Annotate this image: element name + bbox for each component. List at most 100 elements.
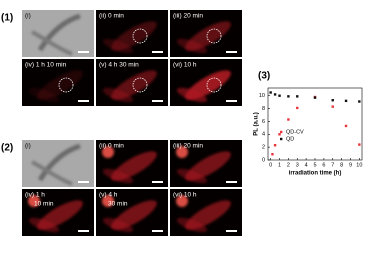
x-tick-label: 4 <box>305 162 308 168</box>
point <box>296 95 299 98</box>
scale-bar <box>78 230 89 232</box>
scale-bar <box>152 230 163 232</box>
scale-bar <box>226 100 237 102</box>
roi-circle <box>206 28 222 44</box>
cell-signal <box>102 217 134 233</box>
micrograph: (iv) 1 h 10 min <box>22 189 94 236</box>
roi-circle <box>132 28 148 44</box>
point <box>278 133 281 136</box>
point <box>278 94 281 97</box>
point <box>269 91 272 94</box>
point <box>271 153 274 156</box>
scale-bar <box>226 230 237 232</box>
x-tick-label: 8 <box>340 162 343 168</box>
cell-signal <box>102 87 134 103</box>
cell-outline <box>37 13 81 52</box>
x-tick-label: 5 <box>313 162 316 168</box>
cell-label: (v) 4 h 30 min <box>99 62 139 69</box>
y-axis-label: PL (a.u.) <box>254 112 260 136</box>
scale-bar <box>78 51 89 53</box>
micrograph: (vi) 10 h <box>170 189 242 236</box>
scale-bar <box>152 51 163 53</box>
cell-label: (vi) 10 h <box>173 62 197 69</box>
cell-label: (i) <box>25 13 31 20</box>
point <box>358 143 361 146</box>
micrograph: (ii) 0 min <box>96 140 168 187</box>
micrograph: (v) 4 h 30 min <box>96 59 168 106</box>
cell-label: (iv) 1 h <box>25 192 45 199</box>
y-tick-label: 2 <box>262 145 265 151</box>
micrograph: (v) 4 h 30 min <box>96 189 168 236</box>
legend-marker <box>280 137 283 141</box>
point <box>273 144 277 147</box>
cell-outline <box>37 143 81 182</box>
micrograph: (i) <box>22 140 94 187</box>
cell-signal <box>176 87 208 103</box>
nucleus-spot <box>28 195 40 207</box>
scale-bar <box>78 100 89 102</box>
nucleus-spot <box>176 146 188 158</box>
scale-bar <box>78 181 89 183</box>
x-tick-label: 1 <box>278 162 281 168</box>
micrograph: (iii) 20 min <box>170 140 242 187</box>
micrograph: (vi) 10 h <box>170 59 242 106</box>
y-tick-label: 0 <box>262 157 265 163</box>
cell-label: (iv) 1 h 10 min <box>25 62 67 69</box>
x-tick-label: 10 <box>356 162 362 168</box>
legend-label: QD <box>286 136 294 142</box>
roi-circle <box>206 77 222 93</box>
panel-label: (1) <box>1 13 13 24</box>
micrograph: (ii) 0 min <box>96 10 168 57</box>
x-axis-label: irradiation time (h) <box>289 171 342 177</box>
point <box>344 99 348 103</box>
point <box>287 95 290 98</box>
point <box>331 105 334 108</box>
point <box>331 99 334 102</box>
scale-bar <box>152 100 163 102</box>
cell-label: 30 min <box>108 201 128 208</box>
point <box>313 96 317 99</box>
x-tick-label: 0 <box>269 162 272 168</box>
scale-bar <box>226 51 237 53</box>
cell-signal <box>28 87 60 103</box>
micrograph: (iii) 20 min <box>170 10 242 57</box>
chart-label: (3) <box>258 71 270 82</box>
x-tick-label: 6 <box>322 162 325 168</box>
cell-signal <box>176 217 208 233</box>
x-tick-label: 2 <box>287 162 290 168</box>
legend-label: QD-CV <box>286 129 304 135</box>
micrograph: (iv) 1 h 10 min <box>22 59 94 106</box>
cell-outline <box>31 160 73 186</box>
y-tick-label: 10 <box>259 93 265 99</box>
roi-circle <box>58 77 74 93</box>
nucleus-spot <box>176 195 188 207</box>
y-tick-label: 4 <box>262 132 265 138</box>
x-tick-label: 3 <box>296 162 299 168</box>
scale-bar <box>226 181 237 183</box>
point <box>344 124 348 128</box>
cell-outline <box>31 30 73 56</box>
cell-label: (iii) 20 min <box>173 143 203 150</box>
legend-marker <box>280 130 283 134</box>
cell-label: (vi) 10 h <box>173 192 197 199</box>
cell-signal <box>102 168 134 184</box>
x-tick-label: 9 <box>349 162 352 168</box>
roi-circle <box>132 77 148 93</box>
cell-signal <box>176 38 208 54</box>
nucleus-spot <box>102 146 114 158</box>
cell-label: (i) <box>25 143 31 150</box>
cell-label: (ii) 0 min <box>99 13 124 20</box>
x-tick-label: 7 <box>331 162 334 168</box>
y-tick-label: 8 <box>262 106 265 112</box>
cell-signal <box>102 38 134 54</box>
nucleus-spot <box>102 195 114 207</box>
cell-signal <box>176 168 208 184</box>
point <box>358 100 361 103</box>
point <box>296 106 299 110</box>
cell-label: (iii) 20 min <box>173 13 203 20</box>
panel-label: (2) <box>1 143 13 154</box>
cell-label: (ii) 0 min <box>99 143 124 150</box>
micrograph: (i) <box>22 10 94 57</box>
cell-label: (v) 4 h <box>99 192 118 199</box>
cell-label: 10 min <box>34 201 54 208</box>
